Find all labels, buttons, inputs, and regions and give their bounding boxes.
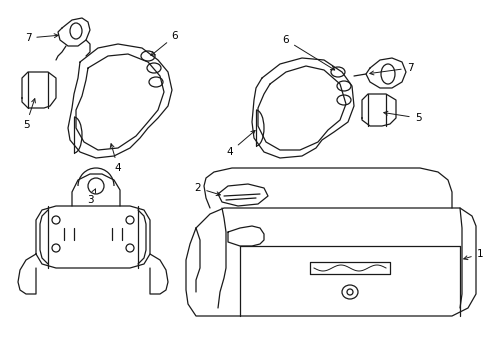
- Text: 4: 4: [226, 131, 255, 157]
- Text: 6: 6: [282, 35, 334, 70]
- Text: 2: 2: [194, 183, 220, 195]
- Text: 5: 5: [383, 111, 421, 123]
- Text: 7: 7: [24, 33, 58, 43]
- Text: 1: 1: [463, 249, 482, 260]
- Text: 4: 4: [110, 144, 121, 173]
- Text: 5: 5: [22, 99, 35, 130]
- Text: 3: 3: [86, 189, 95, 205]
- Text: 7: 7: [369, 63, 412, 75]
- Text: 6: 6: [151, 31, 178, 55]
